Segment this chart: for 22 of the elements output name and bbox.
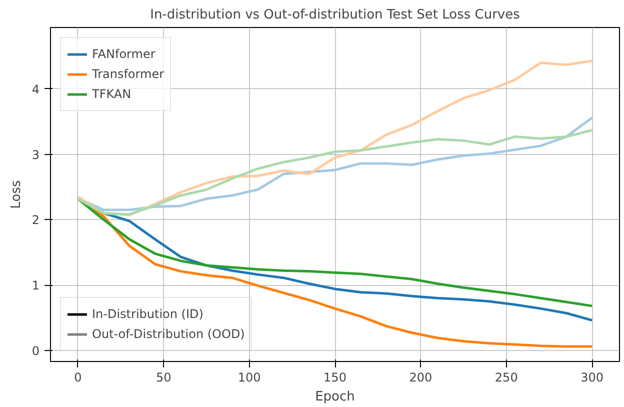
x-tick-label: 0 <box>74 370 82 384</box>
x-tick-label: 150 <box>324 370 346 384</box>
x-axis-title: Epoch <box>315 390 355 404</box>
y-tick-label: 1 <box>32 278 40 293</box>
line-series <box>76 196 594 348</box>
line-series <box>76 128 594 216</box>
legend-label: Transformer <box>92 67 164 81</box>
annotation: Out-of-Distribution (OOD) <box>92 327 245 341</box>
x-tick-label: 100 <box>238 370 261 384</box>
y-tick-label: 3 <box>32 148 40 162</box>
legend-label: FANformer <box>92 47 156 61</box>
legend-label: TFKAN <box>92 87 132 101</box>
x-tick-label: 250 <box>494 370 518 384</box>
x-tick-label: 50 <box>156 370 172 384</box>
y-axis-title: Loss <box>8 180 24 209</box>
x-tick-label: 300 <box>580 370 604 384</box>
y-tick-label: 2 <box>32 213 40 228</box>
annotation: In-Distribution (ID) <box>92 307 204 321</box>
chart-title: In-distribution vs Out-of-distribution Test Set Loss Curves <box>150 8 520 22</box>
x-tick-label: 200 <box>409 370 432 384</box>
y-tick-label: 4 <box>32 82 40 96</box>
y-tick-label: 0 <box>32 344 40 358</box>
